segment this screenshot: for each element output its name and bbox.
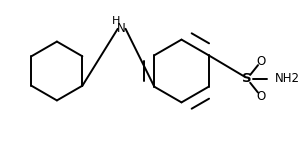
Text: S: S [242, 72, 252, 85]
Text: N: N [117, 22, 126, 35]
Text: O: O [256, 90, 266, 103]
Text: H: H [112, 16, 120, 26]
Text: O: O [256, 55, 266, 68]
Text: NH2: NH2 [275, 72, 300, 85]
